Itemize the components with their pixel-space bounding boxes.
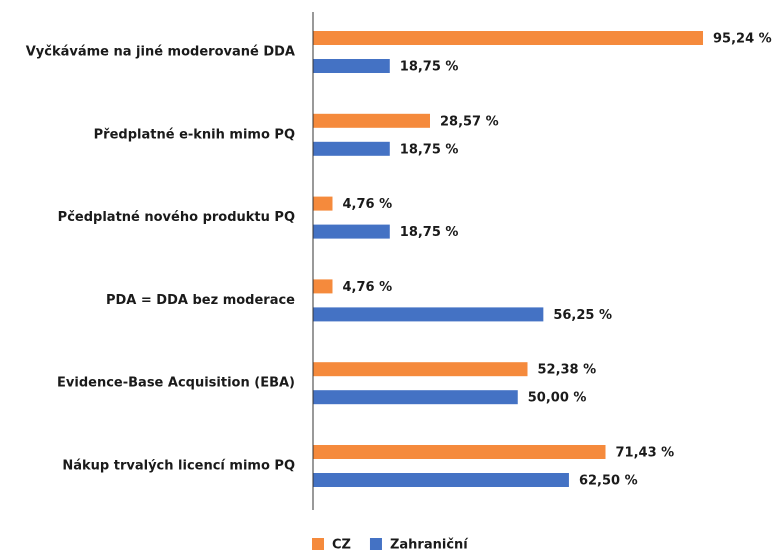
value-label: 4,76 % [342, 197, 392, 212]
value-label: 95,24 % [713, 32, 772, 47]
value-label: 50,00 % [528, 391, 587, 406]
value-label: 18,75 % [400, 142, 459, 157]
bar [313, 473, 569, 487]
category-label: Evidence-Base Acquisition (EBA) [57, 376, 295, 391]
value-label: 18,75 % [400, 225, 459, 240]
category-label: Pčedplatné nového produktu PQ [58, 210, 295, 225]
value-label: 18,75 % [400, 60, 459, 75]
legend-swatch [312, 538, 324, 550]
legend-label: Zahraniční [390, 538, 469, 551]
bar [313, 362, 528, 377]
bar [313, 113, 430, 128]
value-label: 4,76 % [342, 280, 392, 295]
bar [313, 59, 390, 73]
category-label: Nákup trvalých licencí mimo PQ [62, 459, 295, 474]
bar [313, 196, 333, 211]
bar [313, 279, 333, 294]
bar [313, 445, 606, 459]
value-label: 52,38 % [537, 363, 596, 378]
value-label: 28,57 % [440, 114, 499, 129]
value-label: 56,25 % [553, 308, 612, 323]
value-label: 62,50 % [579, 474, 638, 489]
value-label: 71,43 % [616, 446, 675, 461]
bar [313, 141, 390, 156]
category-label: Vyčkáváme na jiné moderované DDA [26, 45, 295, 60]
legend-label: CZ [332, 538, 351, 551]
category-label: PDA = DDA bez moderace [106, 293, 295, 308]
category-label: Předplatné e-knih mimo PQ [94, 127, 295, 142]
bar [313, 224, 390, 239]
bar [313, 31, 704, 45]
bar [313, 390, 518, 405]
legend-swatch [369, 538, 382, 550]
bar [313, 307, 544, 322]
